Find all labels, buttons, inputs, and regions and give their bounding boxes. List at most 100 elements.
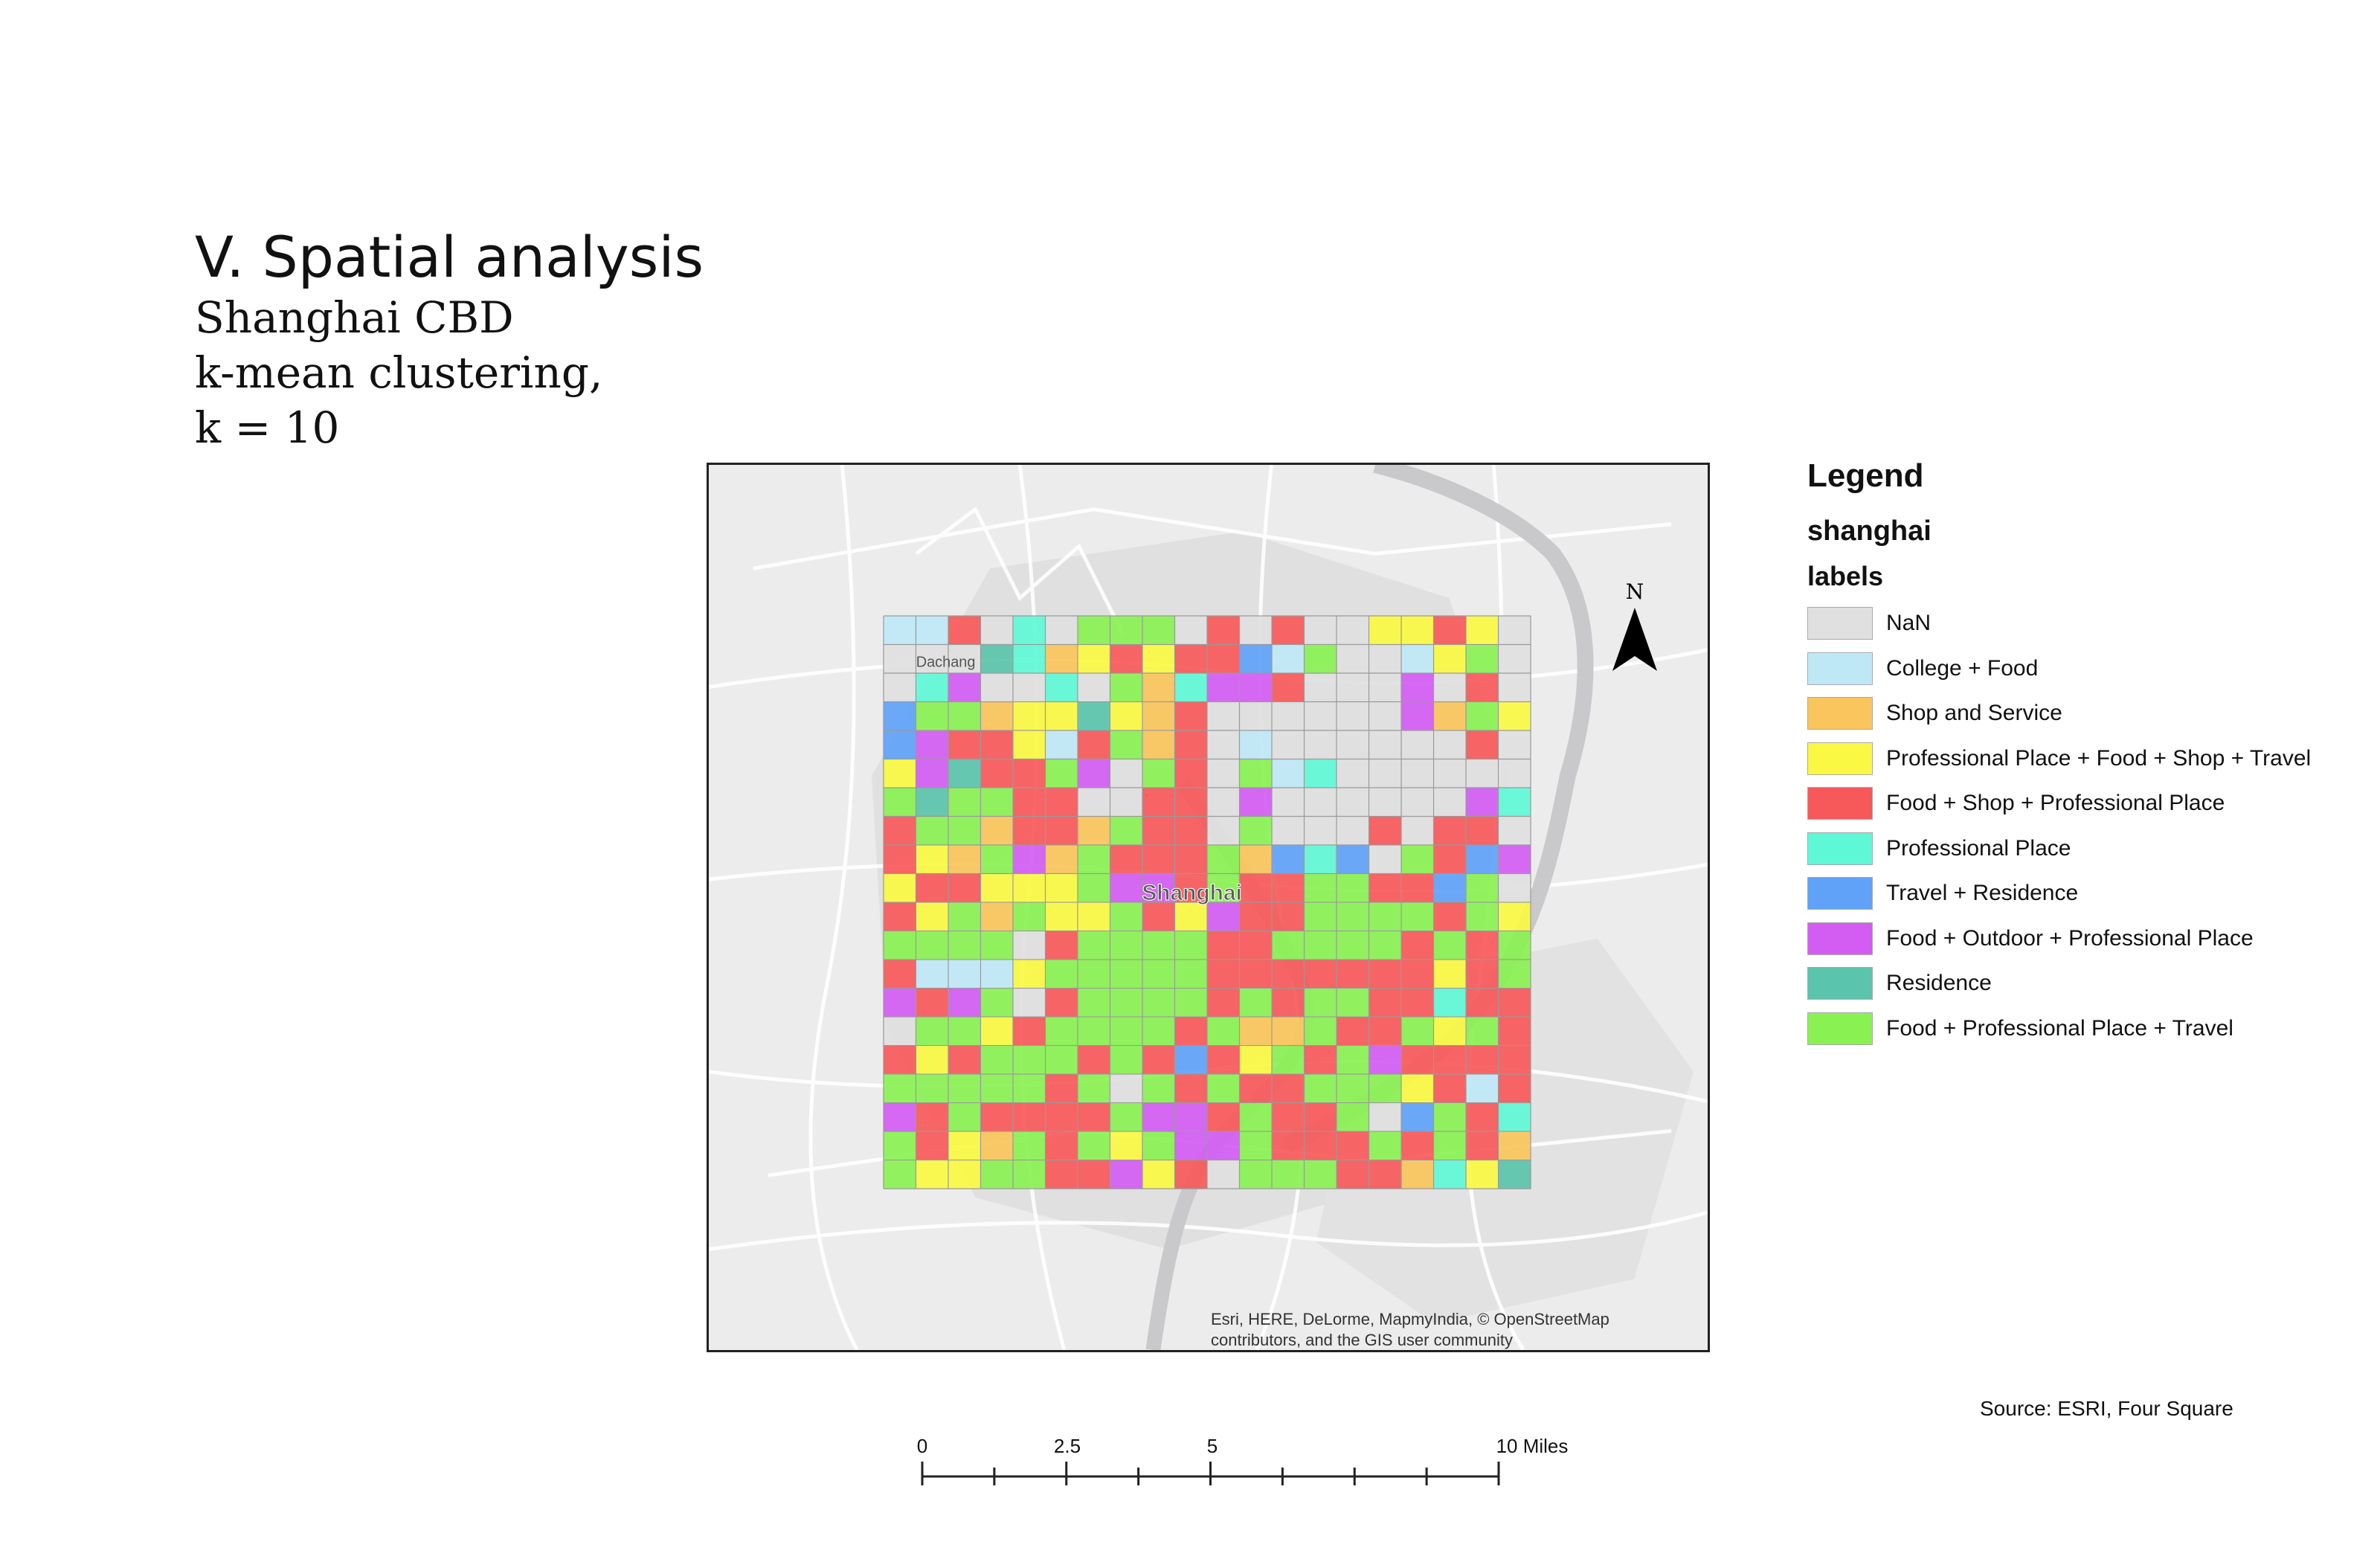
grid-cell[interactable] [1304, 759, 1337, 788]
grid-cell[interactable] [948, 672, 981, 702]
grid-cell[interactable] [883, 788, 916, 817]
grid-cell[interactable] [1174, 845, 1208, 874]
grid-cell[interactable] [1433, 644, 1467, 673]
grid-cell[interactable] [948, 1074, 981, 1103]
grid-cell[interactable] [1012, 788, 1046, 817]
grid-cell[interactable] [1174, 672, 1208, 702]
grid-cell[interactable] [916, 960, 948, 989]
grid-cell[interactable] [1077, 902, 1110, 931]
grid-cell[interactable] [1207, 816, 1240, 846]
grid-cell[interactable] [1110, 788, 1142, 817]
grid-cell[interactable] [1045, 1045, 1078, 1075]
grid-cell[interactable] [1174, 873, 1208, 903]
grid-cell[interactable] [1077, 1131, 1110, 1160]
grid-cell[interactable] [1207, 873, 1240, 903]
grid-cell[interactable] [1077, 1102, 1110, 1132]
grid-cell[interactable] [1304, 1131, 1337, 1160]
grid-cell[interactable] [1272, 730, 1305, 759]
grid-cell[interactable] [980, 845, 1013, 874]
grid-cell[interactable] [1110, 701, 1142, 730]
grid-cell[interactable] [948, 730, 981, 759]
grid-cell[interactable] [916, 615, 948, 645]
grid-cell[interactable] [980, 672, 1013, 702]
grid-cell[interactable] [1077, 1074, 1110, 1103]
grid-cell[interactable] [1466, 672, 1499, 702]
grid-cell[interactable] [1368, 759, 1402, 788]
grid-cell[interactable] [1466, 873, 1499, 903]
grid-cell[interactable] [1239, 1045, 1273, 1075]
grid-cell[interactable] [1337, 759, 1369, 788]
grid-cell[interactable] [1012, 902, 1046, 931]
grid-cell[interactable] [916, 873, 948, 903]
grid-cell[interactable] [1498, 816, 1531, 846]
grid-cell[interactable] [1401, 902, 1434, 931]
grid-cell[interactable] [916, 1045, 948, 1075]
grid-cell[interactable] [1337, 988, 1369, 1018]
grid-cell[interactable] [1045, 1102, 1078, 1132]
grid-cell[interactable] [1207, 759, 1240, 788]
grid-cell[interactable] [883, 759, 916, 788]
grid-cell[interactable] [1433, 788, 1467, 817]
grid-cell[interactable] [1174, 701, 1208, 730]
grid-cell[interactable] [1466, 1131, 1499, 1160]
grid-cell[interactable] [1012, 1045, 1046, 1075]
grid-cell[interactable] [1337, 1074, 1369, 1103]
grid-cell[interactable] [916, 788, 948, 817]
grid-cell[interactable] [1142, 1045, 1175, 1075]
grid-cell[interactable] [1142, 615, 1175, 645]
grid-cell[interactable] [1207, 788, 1240, 817]
grid-cell[interactable] [1239, 672, 1273, 702]
grid-cell[interactable] [916, 902, 948, 931]
grid-cell[interactable] [1207, 902, 1240, 931]
grid-cell[interactable] [1239, 1017, 1273, 1046]
grid-cell[interactable] [1045, 644, 1078, 673]
grid-cell[interactable] [1174, 1131, 1208, 1160]
grid-cell[interactable] [1401, 644, 1434, 673]
grid-cell[interactable] [980, 1131, 1013, 1160]
grid-cell[interactable] [1239, 988, 1273, 1018]
grid-cell[interactable] [1142, 672, 1175, 702]
grid-cell[interactable] [1368, 701, 1402, 730]
grid-cell[interactable] [1045, 788, 1078, 817]
grid-cell[interactable] [948, 615, 981, 645]
grid-cell[interactable] [980, 644, 1013, 673]
grid-cell[interactable] [980, 816, 1013, 846]
grid-cell[interactable] [1174, 615, 1208, 645]
grid-cell[interactable] [1272, 902, 1305, 931]
grid-cell[interactable] [1142, 1017, 1175, 1046]
grid-cell[interactable] [1174, 988, 1208, 1018]
grid-cell[interactable] [1466, 730, 1499, 759]
grid-cell[interactable] [1207, 960, 1240, 989]
grid-cell[interactable] [916, 701, 948, 730]
grid-cell[interactable] [1498, 615, 1531, 645]
grid-cell[interactable] [1498, 931, 1531, 960]
grid-cell[interactable] [883, 1131, 916, 1160]
grid-cell[interactable] [1304, 816, 1337, 846]
grid-cell[interactable] [1368, 1160, 1402, 1189]
grid-cell[interactable] [1239, 759, 1273, 788]
grid-cell[interactable] [1110, 1074, 1142, 1103]
grid-cell[interactable] [1368, 873, 1402, 903]
grid-cell[interactable] [1272, 845, 1305, 874]
grid-cell[interactable] [948, 816, 981, 846]
grid-cell[interactable] [1272, 615, 1305, 645]
grid-cell[interactable] [1012, 1102, 1046, 1132]
grid-cell[interactable] [883, 1074, 916, 1103]
grid-cell[interactable] [1239, 873, 1273, 903]
grid-cell[interactable] [1174, 902, 1208, 931]
grid-cell[interactable] [1368, 730, 1402, 759]
grid-cell[interactable] [1337, 931, 1369, 960]
grid-cell[interactable] [1045, 1017, 1078, 1046]
grid-cell[interactable] [1174, 1045, 1208, 1075]
grid-cell[interactable] [1077, 816, 1110, 846]
grid-cell[interactable] [1012, 931, 1046, 960]
grid-cell[interactable] [1498, 960, 1531, 989]
grid-cell[interactable] [1077, 988, 1110, 1018]
grid-cell[interactable] [1466, 788, 1499, 817]
grid-cell[interactable] [916, 1160, 948, 1189]
grid-cell[interactable] [1433, 816, 1467, 846]
grid-cell[interactable] [1401, 672, 1434, 702]
grid-cell[interactable] [1401, 845, 1434, 874]
grid-cell[interactable] [1045, 873, 1078, 903]
grid-cell[interactable] [1142, 788, 1175, 817]
